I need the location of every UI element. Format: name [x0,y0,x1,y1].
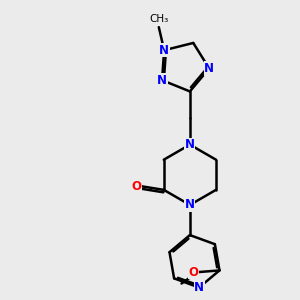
Text: CH₃: CH₃ [149,14,168,24]
Text: N: N [194,281,204,294]
Text: O: O [131,180,142,193]
Text: N: N [159,44,169,57]
Text: O: O [188,266,198,279]
Text: N: N [204,62,214,75]
Text: N: N [185,198,195,212]
Text: N: N [185,138,195,151]
Text: N: N [157,74,167,87]
